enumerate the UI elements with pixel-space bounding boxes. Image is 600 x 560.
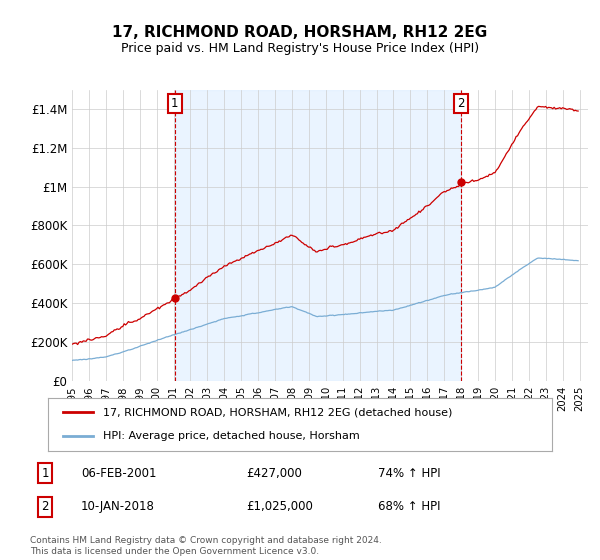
Text: 74% ↑ HPI: 74% ↑ HPI	[378, 466, 440, 480]
Text: 17, RICHMOND ROAD, HORSHAM, RH12 2EG (detached house): 17, RICHMOND ROAD, HORSHAM, RH12 2EG (de…	[103, 408, 453, 418]
Text: 2: 2	[457, 97, 465, 110]
Text: 06-FEB-2001: 06-FEB-2001	[81, 466, 157, 480]
Text: 68% ↑ HPI: 68% ↑ HPI	[378, 500, 440, 514]
Text: 1: 1	[171, 97, 179, 110]
Text: 10-JAN-2018: 10-JAN-2018	[81, 500, 155, 514]
Text: 2: 2	[41, 500, 49, 514]
Text: HPI: Average price, detached house, Horsham: HPI: Average price, detached house, Hors…	[103, 431, 360, 441]
Text: 17, RICHMOND ROAD, HORSHAM, RH12 2EG: 17, RICHMOND ROAD, HORSHAM, RH12 2EG	[112, 25, 488, 40]
Text: 1: 1	[41, 466, 49, 480]
Text: £427,000: £427,000	[246, 466, 302, 480]
Bar	[175, 90, 461, 381]
Text: Price paid vs. HM Land Registry's House Price Index (HPI): Price paid vs. HM Land Registry's House …	[121, 42, 479, 55]
Text: Contains HM Land Registry data © Crown copyright and database right 2024.
This d: Contains HM Land Registry data © Crown c…	[30, 536, 382, 556]
Text: £1,025,000: £1,025,000	[246, 500, 313, 514]
